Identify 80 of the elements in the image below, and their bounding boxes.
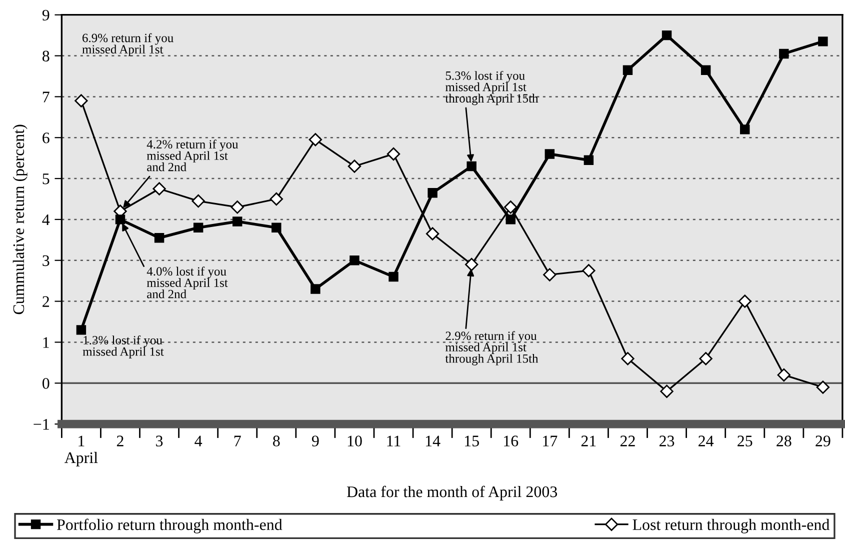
- point: [699, 352, 712, 366]
- point: [779, 48, 789, 59]
- point: [154, 233, 164, 243]
- point: [193, 222, 204, 232]
- annotation: 2.9% return if you missed April 1st through April 15th: [445, 331, 538, 366]
- point: [621, 352, 634, 366]
- point: [152, 182, 166, 196]
- y-tick-label: 1: [43, 337, 49, 348]
- point: [115, 214, 126, 224]
- point: [465, 258, 478, 272]
- x-tick-label: 21: [581, 436, 596, 446]
- x-tick-label: 16: [504, 436, 518, 446]
- point: [308, 133, 322, 146]
- y-tick-label: 7: [42, 92, 50, 102]
- annotation: 5.3% lost if you missed April 1st through April 15th: [445, 70, 538, 106]
- y-tick-label: −1: [34, 419, 49, 430]
- point: [386, 147, 400, 161]
- point: [740, 124, 750, 134]
- x-tick-label: 14: [426, 436, 440, 446]
- annotation: 4.2% return if you missed April 1st and 2nd: [146, 140, 238, 172]
- x-tick-label: 29: [816, 436, 830, 446]
- point: [662, 30, 672, 40]
- y-tick-label: 6: [42, 132, 50, 144]
- point: [582, 264, 596, 278]
- annotation: 1.3% lost if you missed April 1st: [82, 335, 164, 358]
- x-tick-label: 23: [660, 436, 674, 446]
- x-tick-label: 4: [194, 436, 202, 446]
- x-tick-label: 24: [698, 436, 714, 446]
- point: [700, 65, 711, 75]
- y-tick-label: 4: [42, 214, 50, 225]
- x-tick-label: 7: [234, 436, 241, 446]
- point: [506, 214, 516, 224]
- y-tick-label: 3: [42, 255, 50, 266]
- y-tick-label: 9: [42, 10, 50, 21]
- point: [76, 325, 86, 335]
- point: [818, 36, 828, 46]
- point: [738, 294, 752, 308]
- x-tick-label: 3: [156, 436, 163, 446]
- point: [466, 161, 476, 172]
- point: [622, 65, 633, 75]
- point: [350, 256, 360, 266]
- point: [543, 268, 556, 282]
- x-tick-label: 9: [312, 436, 319, 446]
- point: [428, 188, 438, 198]
- annotation: 6.9% return if you missed April 1st: [82, 33, 174, 56]
- point: [584, 155, 594, 165]
- y-tick-label: 8: [42, 50, 50, 62]
- point: [426, 227, 440, 240]
- x-tick-label: 22: [620, 436, 635, 446]
- annotation: 4.0% lost if you missed April 1st and 2nd: [146, 266, 228, 298]
- point: [74, 94, 88, 108]
- point: [777, 368, 790, 382]
- point: [816, 380, 830, 394]
- point: [230, 200, 244, 214]
- point: [388, 272, 398, 282]
- x-tick-label: 10: [348, 436, 362, 446]
- x-tick-label: 2: [116, 436, 124, 446]
- x-tick-label: 8: [273, 436, 280, 446]
- point: [348, 160, 362, 173]
- legend-label: Portfolio return through month-end: [57, 518, 282, 534]
- x-tick-label: 1 April: [64, 436, 98, 466]
- y-tick-label: 0: [42, 378, 50, 389]
- point: [192, 194, 205, 208]
- point: [504, 200, 518, 214]
- point: [272, 222, 282, 232]
- point: [310, 284, 320, 294]
- point: [660, 384, 674, 398]
- point: [544, 149, 555, 159]
- legend-label: Lost return through month-end: [632, 518, 830, 534]
- x-tick-label: 15: [465, 436, 479, 446]
- y-tick-label: 2: [42, 296, 49, 307]
- point: [270, 192, 283, 206]
- y-tick-label: 5: [42, 174, 50, 184]
- point: [232, 216, 242, 226]
- y-axis-title: Cummulative return (percent): [12, 124, 28, 314]
- x-axis-title: Data for the month of April 2003: [346, 486, 558, 500]
- x-tick-label: 17: [543, 436, 558, 446]
- x-tick-label: 25: [738, 436, 752, 446]
- x-tick-label: 11: [387, 436, 400, 446]
- x-tick-label: 28: [776, 436, 792, 446]
